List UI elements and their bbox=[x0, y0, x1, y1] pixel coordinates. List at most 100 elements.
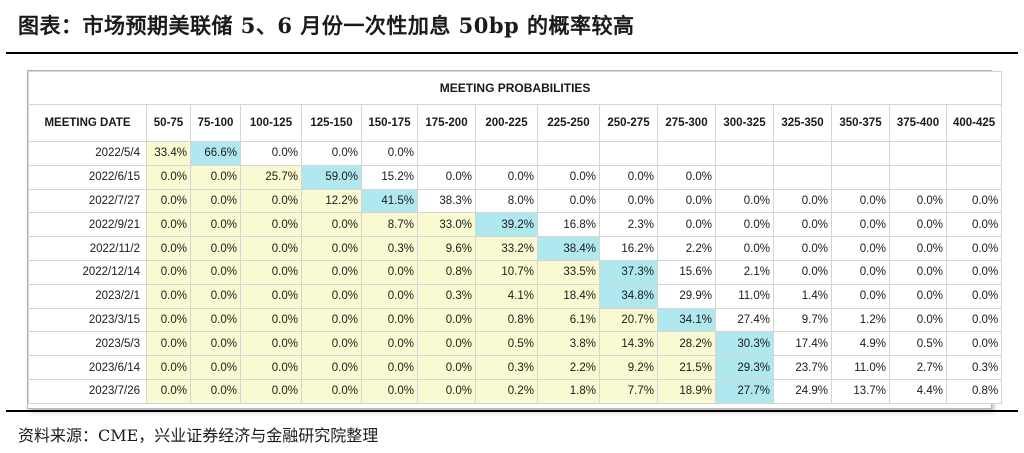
probability-cell: 8.7% bbox=[361, 212, 418, 238]
probability-cell: 18.4% bbox=[537, 283, 600, 309]
table-row: 2022/11/2 0.0% 0.0% 0.0% 0.0% 0.3% 9.6% 33.2% 38… bbox=[28, 236, 1003, 261]
probability-cell: 66.6% bbox=[190, 141, 241, 166]
probability-cell: 0.0% bbox=[146, 212, 191, 238]
probability-cell: 0.0% bbox=[146, 307, 191, 333]
top-rule bbox=[6, 52, 1018, 54]
column-header: 75-100 bbox=[190, 104, 241, 142]
probability-cell: 0.8% bbox=[475, 307, 538, 333]
probability-cell: 0.0% bbox=[301, 259, 362, 285]
probability-cell: 0.0% bbox=[945, 331, 1003, 357]
probability-cell: 4.1% bbox=[475, 283, 538, 309]
probability-cell: 34.8% bbox=[599, 283, 658, 309]
probability-cell: 0.0% bbox=[831, 212, 890, 238]
probability-cell: 0.0% bbox=[301, 307, 362, 333]
probability-cell: 0.0% bbox=[599, 188, 658, 214]
probability-cell bbox=[537, 141, 600, 166]
probability-cell bbox=[831, 141, 890, 166]
column-header: 275-300 bbox=[657, 104, 716, 142]
probability-cell: 1.4% bbox=[773, 283, 832, 309]
table-row: 2023/5/3 0.0% 0.0% 0.0% 0.0% 0.0% 0.0% 0.5% 3.8%… bbox=[28, 331, 1003, 357]
column-header: 400-425 bbox=[945, 104, 1003, 142]
probability-cell: 27.4% bbox=[715, 307, 774, 333]
probability-cell: 0.0% bbox=[599, 164, 658, 190]
probability-cell bbox=[715, 141, 774, 166]
probability-cell: 41.5% bbox=[361, 188, 418, 214]
probability-cell: 9.2% bbox=[599, 355, 658, 380]
probability-cell: 0.0% bbox=[773, 259, 832, 285]
column-header: 200-225 bbox=[475, 104, 538, 142]
meeting-date-cell: 2023/3/15 bbox=[28, 307, 147, 333]
probability-cell: 0.0% bbox=[240, 355, 302, 380]
probability-cell: 0.0% bbox=[889, 212, 947, 238]
meeting-date-cell: 2022/9/21 bbox=[28, 212, 147, 238]
table-row: 2023/2/1 0.0% 0.0% 0.0% 0.0% 0.0% 0.3% 4.1% 18.4… bbox=[28, 283, 1003, 309]
probability-cell: 0.0% bbox=[715, 236, 774, 261]
column-header: 50-75 bbox=[146, 104, 191, 142]
probability-cell bbox=[417, 141, 476, 166]
probability-cell: 0.0% bbox=[715, 212, 774, 238]
probability-cell: 0.2% bbox=[475, 378, 538, 404]
probability-cell: 0.0% bbox=[240, 378, 302, 404]
probability-cell: 0.0% bbox=[240, 331, 302, 357]
column-header: 225-250 bbox=[537, 104, 600, 142]
probability-cell: 0.0% bbox=[831, 283, 890, 309]
header-row: MEETING DATE 50-75 75-100 100-125 125-150 15… bbox=[28, 104, 1003, 142]
probability-cell: 0.0% bbox=[537, 164, 600, 190]
probability-cell: 0.0% bbox=[773, 188, 832, 214]
probability-cell: 3.8% bbox=[537, 331, 600, 357]
probability-cell bbox=[889, 164, 947, 190]
probability-cell: 13.7% bbox=[831, 378, 890, 404]
probability-cell: 0.3% bbox=[945, 355, 1003, 380]
probability-cell: 16.8% bbox=[537, 212, 600, 238]
probability-cell: 15.2% bbox=[361, 164, 418, 190]
probability-cell: 0.5% bbox=[475, 331, 538, 357]
probability-cell: 0.0% bbox=[361, 378, 418, 404]
column-header: 125-150 bbox=[301, 104, 362, 142]
probability-cell bbox=[773, 141, 832, 166]
probability-cell: 18.9% bbox=[657, 378, 716, 404]
probability-cell: 0.0% bbox=[773, 236, 832, 261]
probability-cell: 0.0% bbox=[945, 236, 1003, 261]
probability-cell: 0.0% bbox=[417, 331, 476, 357]
probability-cell: 0.0% bbox=[945, 188, 1003, 214]
probability-cell: 0.0% bbox=[831, 236, 890, 261]
probability-cell: 38.3% bbox=[417, 188, 476, 214]
probability-cell: 0.0% bbox=[417, 307, 476, 333]
probability-cell: 20.7% bbox=[599, 307, 658, 333]
probability-cell: 29.3% bbox=[715, 355, 774, 380]
probability-cell: 0.5% bbox=[889, 331, 947, 357]
probability-cell bbox=[773, 164, 832, 190]
probability-cell: 29.9% bbox=[657, 283, 716, 309]
table-row: 2022/7/27 0.0% 0.0% 0.0% 12.2% 41.5% 38.3% 8.0%… bbox=[28, 188, 1003, 214]
probability-cell: 16.2% bbox=[599, 236, 658, 261]
probability-cell: 23.7% bbox=[773, 355, 832, 380]
probability-cell: 9.6% bbox=[417, 236, 476, 261]
probability-cell bbox=[945, 141, 1003, 166]
probability-cell: 0.3% bbox=[361, 236, 418, 261]
probability-cell: 0.0% bbox=[417, 355, 476, 380]
probability-cell: 0.0% bbox=[361, 307, 418, 333]
meeting-date-cell: 2023/6/14 bbox=[28, 355, 147, 380]
probability-cell: 59.0% bbox=[301, 164, 362, 190]
probability-cell: 0.0% bbox=[831, 259, 890, 285]
probability-cell: 11.0% bbox=[831, 355, 890, 380]
meeting-date-cell: 2022/6/15 bbox=[28, 164, 147, 190]
probability-cell bbox=[945, 164, 1003, 190]
probability-cell: 0.0% bbox=[301, 331, 362, 357]
meeting-date-cell: 2023/5/3 bbox=[28, 331, 147, 357]
probability-cell: 12.2% bbox=[301, 188, 362, 214]
source-note: 资料来源：CME，兴业证券经济与金融研究院整理 bbox=[18, 426, 379, 445]
probability-cell: 0.0% bbox=[889, 307, 947, 333]
probability-cell: 0.0% bbox=[361, 355, 418, 380]
probability-cell: 0.0% bbox=[190, 378, 241, 404]
probability-cell bbox=[657, 141, 716, 166]
column-header: 150-175 bbox=[361, 104, 418, 142]
probability-cell: 33.2% bbox=[475, 236, 538, 261]
probability-cell: 0.0% bbox=[361, 141, 418, 166]
probability-cell: 0.0% bbox=[190, 164, 241, 190]
column-header: 300-325 bbox=[715, 104, 774, 142]
probability-cell: 0.0% bbox=[657, 164, 716, 190]
probability-cell: 0.8% bbox=[417, 259, 476, 285]
probability-cell: 38.4% bbox=[537, 236, 600, 261]
probability-cell: 2.2% bbox=[657, 236, 716, 261]
